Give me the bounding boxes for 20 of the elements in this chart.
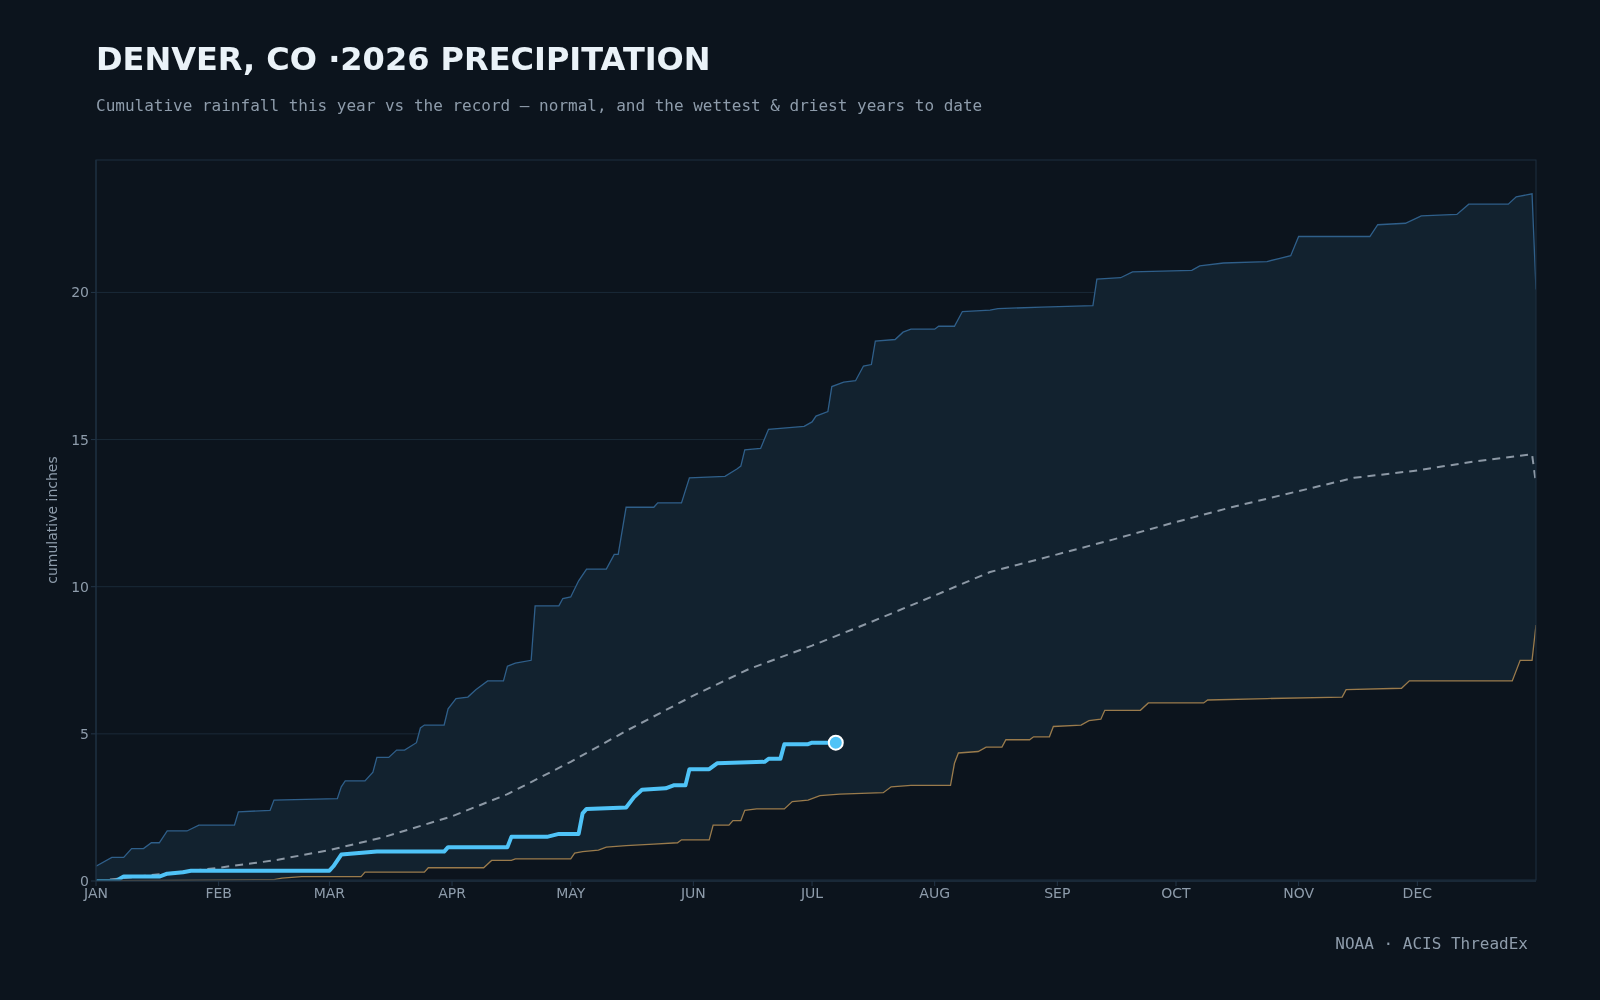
x-tick-label: NOV [1283,884,1315,901]
y-tick-label: 10 [71,578,89,595]
x-tick-label: MAR [313,884,346,901]
y-axis-title: cumulative inches [44,456,60,584]
y-tick-label: 20 [71,284,89,301]
x-tick-label: FEB [205,884,232,901]
x-tick-label: DEC [1402,884,1433,901]
x-tick-label: SEP [1044,884,1071,901]
x-tick-label: JUN [679,884,706,901]
chart-title: DENVER, CO ·2026 PRECIPITATION [96,40,711,78]
y-tick-label: 15 [71,431,89,448]
x-tick-label: JUL [799,884,824,901]
x-tick-label: MAY [556,884,586,901]
x-tick-label: OCT [1161,884,1192,901]
y-tick-label: 5 [80,725,89,742]
text: NOAA · ACIS ThreadEx [1335,934,1528,953]
x-tick-label: AUG [919,884,951,901]
y-tick-label: 0 [80,872,89,889]
chart-subtitle: Cumulative rainfall this year vs the record — normal, and the wettest & driest years to date [96,96,983,115]
x-tick-label: APR [438,884,467,901]
